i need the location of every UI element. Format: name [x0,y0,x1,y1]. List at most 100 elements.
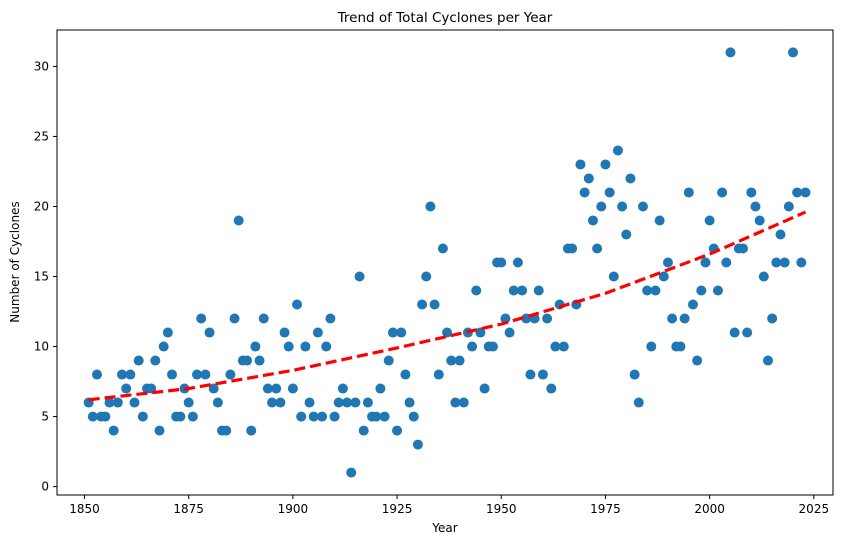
data-point-147 [696,285,707,296]
data-point-145 [687,299,698,310]
data-point-142 [675,341,686,352]
data-point-97 [487,341,498,352]
y-tick-label: 25 [34,129,49,143]
data-point-135 [646,341,657,352]
data-point-41 [254,355,265,366]
data-point-137 [654,215,665,226]
data-point-171 [796,257,807,268]
data-point-62 [342,397,353,408]
data-point-116 [567,243,578,254]
data-point-60 [333,397,344,408]
data-point-74 [392,425,403,436]
data-point-148 [700,257,711,268]
data-point-77 [404,397,415,408]
data-point-157 [737,243,748,254]
data-point-172 [800,187,811,198]
data-point-126 [608,271,619,282]
trend-line [88,210,807,402]
y-tick-label: 20 [34,199,49,213]
data-point-93 [471,285,482,296]
data-point-5 [104,397,115,408]
x-tick-label: 1975 [590,502,621,516]
data-point-85 [437,243,448,254]
data-point-46 [275,397,286,408]
data-point-9 [121,383,132,394]
data-point-66 [358,425,369,436]
data-point-16 [150,355,161,366]
chart-title: Trend of Total Cyclones per Year [337,10,553,26]
data-point-101 [504,327,515,338]
data-point-89 [454,355,465,366]
data-point-19 [162,327,173,338]
x-tick-label: 2000 [694,502,725,516]
data-point-31 [212,397,223,408]
x-tick-label: 1850 [69,502,100,516]
data-point-76 [400,369,411,380]
data-point-166 [775,229,786,240]
data-point-153 [721,257,732,268]
data-point-25 [187,411,198,422]
data-point-63 [346,467,357,478]
data-point-84 [433,369,444,380]
data-point-30 [208,383,219,394]
data-point-104 [517,285,528,296]
data-point-160 [750,201,761,212]
data-point-59 [329,411,340,422]
data-point-169 [787,47,798,58]
data-point-133 [637,201,648,212]
data-point-27 [196,313,207,324]
data-point-154 [725,47,736,58]
y-tick-label: 5 [41,410,49,424]
data-point-119 [579,187,590,198]
data-point-38 [242,355,253,366]
data-point-2 [92,369,103,380]
data-point-29 [204,327,215,338]
data-point-92 [467,341,478,352]
data-point-57 [321,341,332,352]
data-point-163 [762,355,773,366]
data-point-72 [383,355,394,366]
data-point-75 [396,327,407,338]
data-point-24 [183,397,194,408]
data-point-151 [712,285,723,296]
data-point-67 [362,397,373,408]
y-axis-label: Number of Cyclones [8,201,22,322]
data-point-28 [200,369,211,380]
data-point-56 [317,411,328,422]
data-point-34 [225,369,236,380]
data-point-129 [621,229,632,240]
data-point-43 [262,383,273,394]
x-tick-label: 1900 [278,502,309,516]
x-axis-ticks: 1850 1875 1900 1925 1950 1975 2000 2025 [69,495,829,516]
data-point-123 [596,201,607,212]
data-point-139 [662,257,673,268]
data-point-83 [429,299,440,310]
data-point-152 [717,187,728,198]
data-point-122 [592,243,603,254]
data-point-6 [108,425,119,436]
data-point-100 [500,313,511,324]
data-point-13 [137,411,148,422]
data-point-167 [779,257,790,268]
y-tick-label: 0 [41,480,49,494]
data-point-124 [600,159,611,170]
data-point-51 [296,411,307,422]
data-point-79 [412,439,423,450]
data-point-42 [258,313,269,324]
data-point-58 [325,313,336,324]
plot-area-frame [56,29,834,496]
data-point-112 [550,341,561,352]
data-point-22 [175,411,186,422]
data-point-164 [767,313,778,324]
data-point-71 [379,411,390,422]
data-point-170 [792,187,803,198]
data-point-65 [354,271,365,282]
data-point-121 [587,215,598,226]
data-point-48 [283,341,294,352]
data-point-108 [533,285,544,296]
data-point-149 [704,215,715,226]
y-axis-ticks: 0 5 10 15 20 25 30 [34,59,57,494]
data-point-40 [250,341,261,352]
data-point-7 [112,397,123,408]
